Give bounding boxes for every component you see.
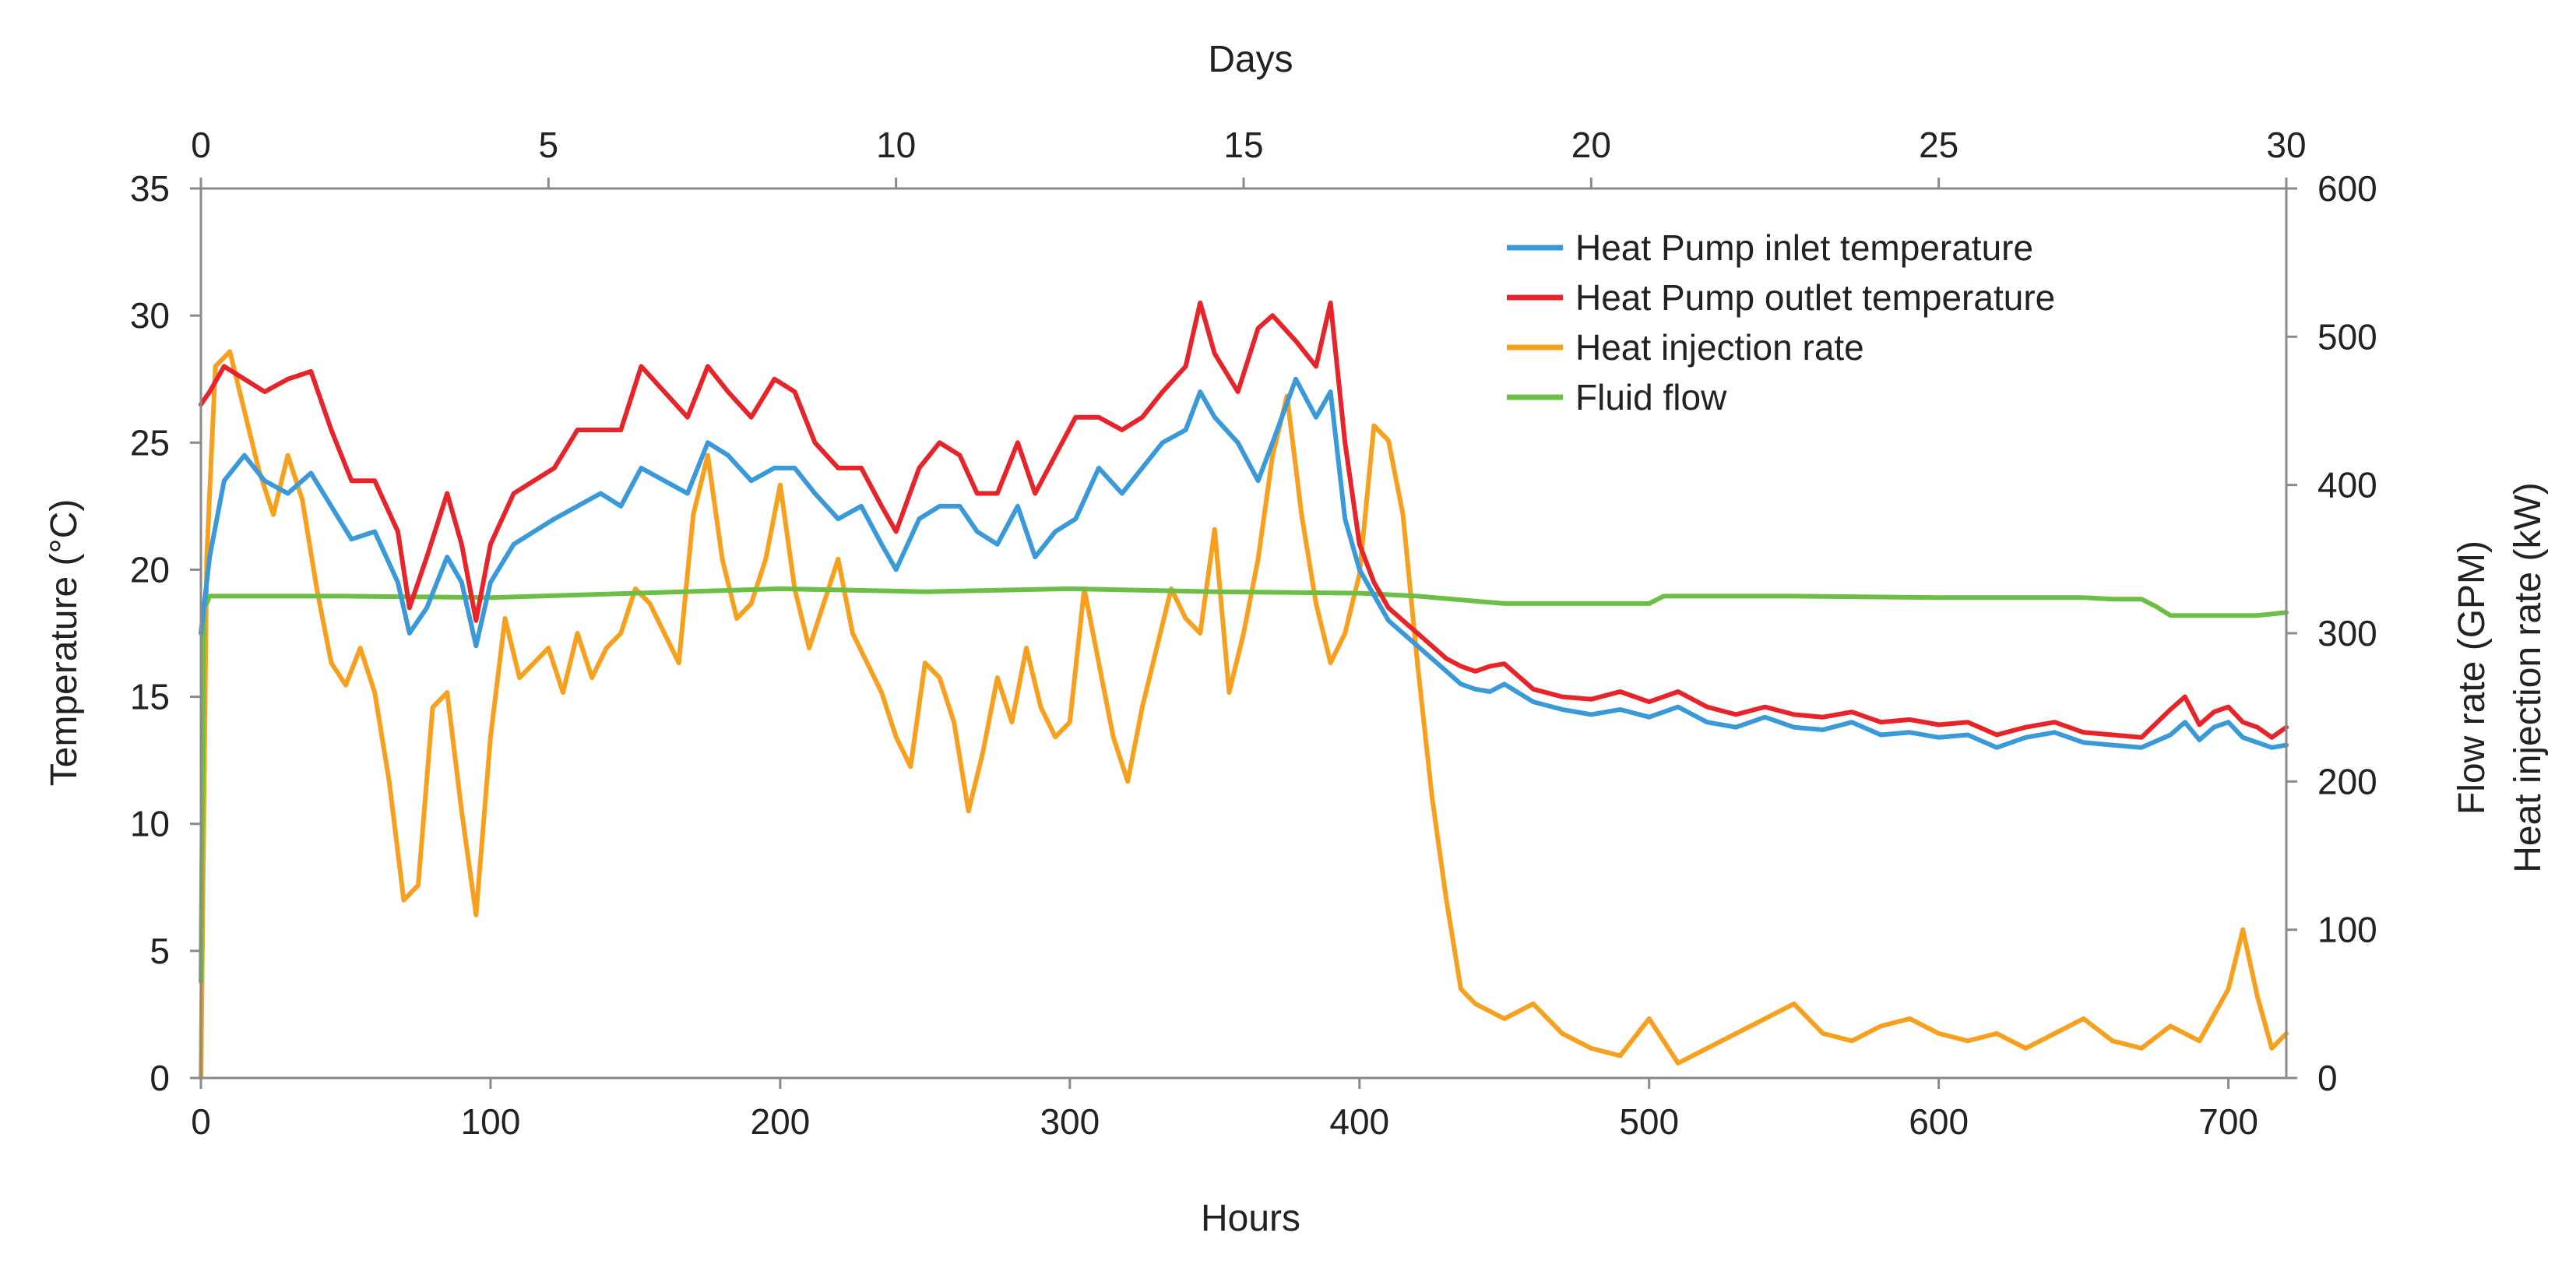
series-line-heat-pump-outlet-temperature	[199, 300, 2289, 740]
series-line-fluid-flow	[199, 586, 2289, 984]
x2-tick-label: 10	[876, 125, 916, 165]
x2-tick-label: 0	[191, 125, 211, 165]
y2-tick-label: 600	[2317, 168, 2377, 209]
x2-tick-label: 15	[1223, 125, 1263, 165]
y2-tick-label: 100	[2317, 910, 2377, 950]
y2-tick-label: 500	[2317, 316, 2377, 357]
y-tick-label: 5	[150, 931, 170, 971]
y-axis-title: Temperature (°C)	[44, 499, 85, 787]
x2-tick-label: 5	[539, 125, 559, 165]
y2-tick-label: 300	[2317, 613, 2377, 653]
x2-axis-title: Days	[1208, 39, 1293, 80]
x2-tick-label: 25	[1919, 125, 1958, 165]
y2-tick-label: 0	[2317, 1058, 2338, 1098]
y2-tick-label: 400	[2317, 465, 2377, 505]
series-line-heat-injection-rate	[199, 349, 2289, 1080]
y2-axis-title-line1: Flow rate (GPM)	[2451, 541, 2493, 815]
x2-tick-label: 20	[1571, 125, 1611, 165]
x-axis-title: Hours	[1201, 1198, 1300, 1239]
legend: Heat Pump inlet temperature Heat Pump out…	[1507, 227, 2055, 417]
x-tick-label: 500	[1619, 1101, 1679, 1142]
series-layer	[199, 300, 2289, 1080]
y-tick-label: 30	[130, 295, 170, 336]
y-tick-label: 35	[130, 168, 170, 209]
legend-label-heat-injection-rate: Heat injection rate	[1575, 327, 1864, 368]
legend-label-heat-pump-inlet-temperature: Heat Pump inlet temperature	[1575, 227, 2033, 268]
y-tick-label: 15	[130, 677, 170, 717]
y2-tick-label: 200	[2317, 761, 2377, 801]
x-tick-label: 700	[2198, 1101, 2258, 1142]
x-tick-label: 100	[461, 1101, 521, 1142]
x2-tick-label: 30	[2266, 125, 2306, 165]
y-tick-label: 25	[130, 422, 170, 463]
y2-axis-title-line2: Heat injection rate (kW)	[2507, 482, 2549, 873]
legend-label-heat-pump-outlet-temperature: Heat Pump outlet temperature	[1575, 277, 2055, 318]
x-tick-label: 400	[1329, 1101, 1389, 1142]
legend-label-fluid-flow: Fluid flow	[1575, 377, 1727, 417]
series-line-heat-pump-inlet-temperature	[199, 376, 2289, 750]
y-tick-label: 20	[130, 549, 170, 590]
x-tick-label: 200	[751, 1101, 811, 1142]
x-tick-label: 0	[191, 1101, 211, 1142]
x-tick-label: 600	[1909, 1101, 1969, 1142]
y-tick-label: 0	[150, 1058, 170, 1098]
x-tick-label: 300	[1040, 1101, 1100, 1142]
y-tick-label: 10	[130, 804, 170, 844]
